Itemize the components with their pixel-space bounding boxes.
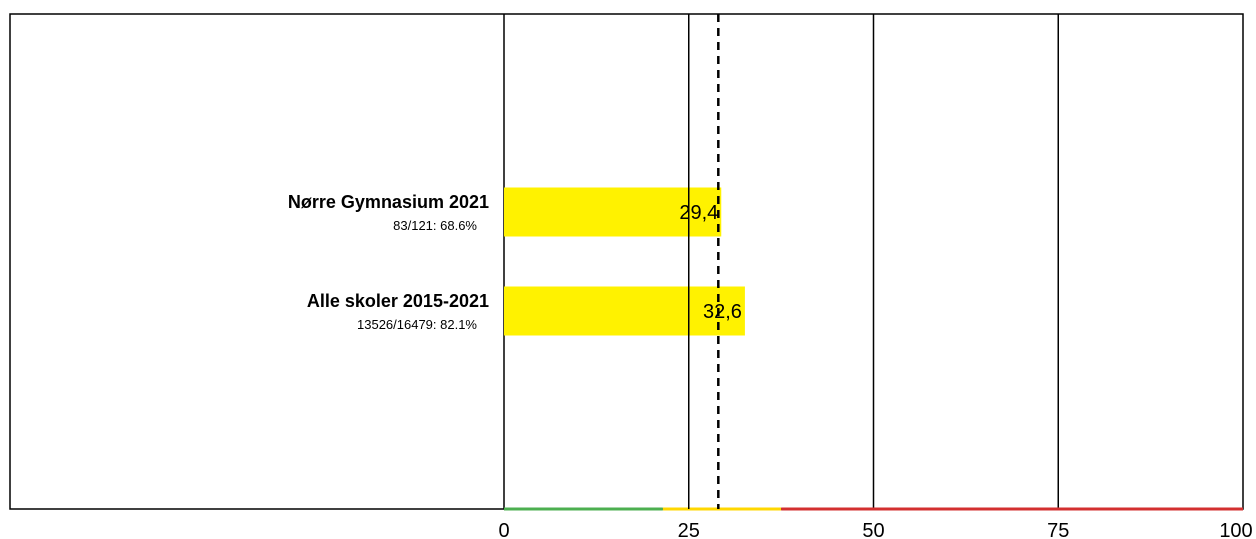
x-tick-label-1: 25	[678, 520, 700, 539]
category-sublabel-1: 13526/16479: 82.1%	[357, 317, 477, 332]
grid-lines	[503, 14, 1059, 509]
x-tick-label-4: 100	[1219, 520, 1252, 539]
bar-value-label-1: 32,6	[703, 301, 742, 323]
reference-lines	[688, 14, 720, 509]
category-label-1: Alle skoler 2015-2021	[307, 291, 489, 311]
category-sublabel-0: 83/121: 68.6%	[393, 218, 477, 233]
bar-1	[504, 286, 745, 336]
bars: 29,4 32,6	[504, 187, 745, 336]
x-axis-ticks: 0 25 50 75 100	[498, 520, 1252, 539]
bar-value-label-0: 29,4	[679, 202, 718, 224]
x-tick-label-2: 50	[862, 520, 884, 539]
bar-0	[504, 187, 722, 237]
x-tick-label-3: 75	[1047, 520, 1069, 539]
x-tick-label-0: 0	[498, 520, 509, 539]
category-labels: Nørre Gymnasium 2021 83/121: 68.6% Alle sk…	[288, 192, 489, 332]
category-label-0: Nørre Gymnasium 2021	[288, 192, 489, 212]
